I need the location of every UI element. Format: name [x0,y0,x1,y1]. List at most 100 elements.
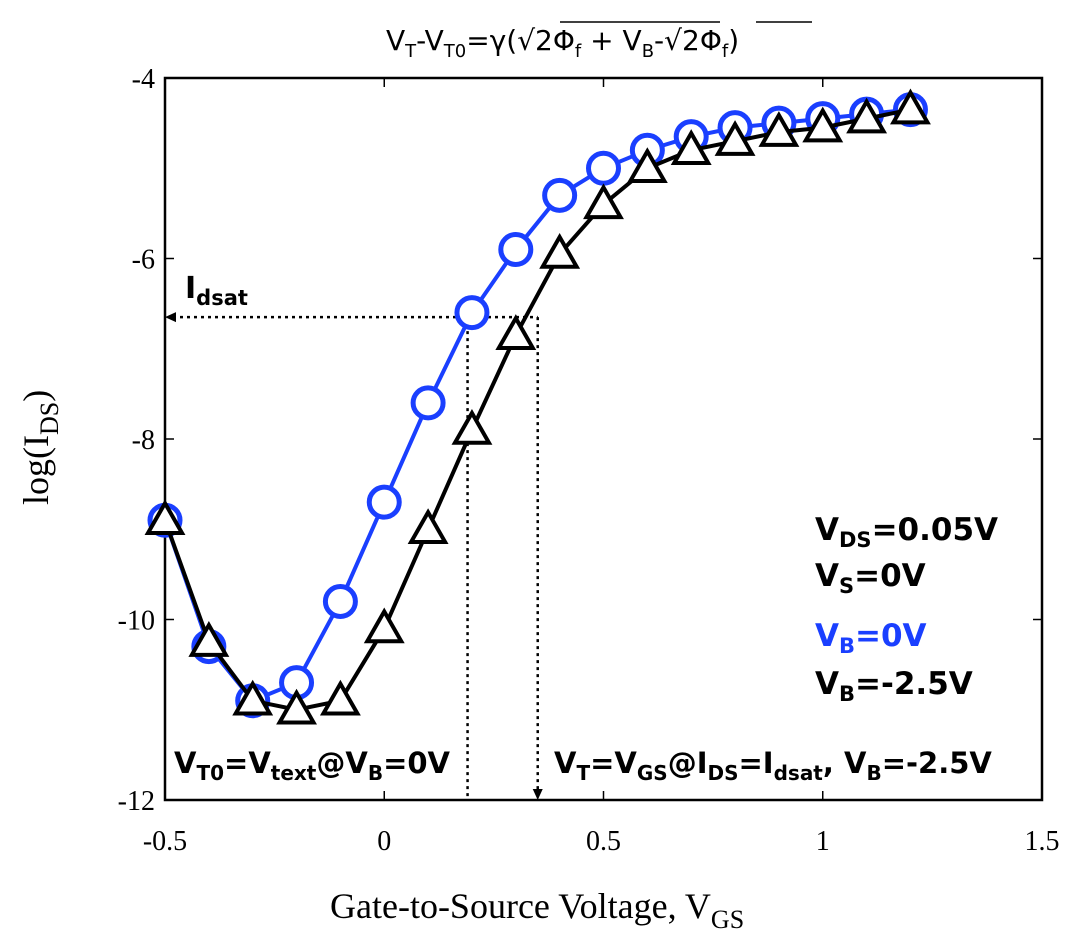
title-v1: V [386,24,405,57]
series-0-point-6 [410,385,446,421]
title-close: ) [728,24,739,57]
axis-ticks [164,77,1043,801]
legend-vs-sub: S [839,574,854,598]
y-axis-label-sub: DS [35,402,64,435]
y-axis-label-close: ) [16,390,56,402]
series-1-point-5 [363,607,405,644]
vt-arrow-head [532,789,543,800]
title-minus2: - [654,24,664,57]
title-sqrt2: √ [664,24,682,57]
data-series [144,88,931,725]
title-two1: 2 [535,24,553,57]
title-phi2: Φ [700,24,722,57]
legend-vds: VDS=0.05V [815,512,998,552]
x-axis-label: Gate-to-Source Voltage, VGS [330,886,744,934]
series-1-point-14 [758,111,800,147]
legend-vb0-sub: B [839,634,855,658]
vt-v1: V [554,746,577,780]
series-0-point-4 [322,583,358,619]
title-gamma: γ( [490,24,518,57]
vt-s4: dsat [774,761,824,785]
legend-vb0-main: V [815,618,839,654]
y-tick-label-4: -4 [132,64,155,95]
series-1-point-3 [276,688,317,725]
vt-s2: GS [637,761,668,785]
series-1-point-11 [626,147,668,183]
y-tick-label-2: -8 [132,425,155,456]
series-1-point-0 [144,499,186,535]
legend-vs-rest: =0V [854,558,926,594]
title-v2: V [425,24,444,57]
title-plus: + [581,24,622,57]
chart-title: VT-VT0=γ(√2Φf + VB-√2Φf) [386,21,812,62]
x-tick-label-0: -0.5 [143,826,187,857]
series-1-point-4 [319,679,361,716]
vt0-s2: text [271,761,317,785]
series-0-point-5 [366,484,402,520]
vt0-label: VT0=Vtext@VB=0V [174,746,451,785]
vt-m3: =I [739,746,774,780]
series-1-point-17 [890,88,931,125]
title-sub-f1: f [575,41,582,62]
series-1-point-2 [232,679,274,716]
vt0-m2: @V [316,746,368,780]
title-two2: 2 [682,24,700,57]
series-0-point-10 [586,150,621,186]
series-1-point-8 [495,314,537,350]
x-axis-label-sub: GS [711,905,744,934]
vt0-m3: =0V [383,746,450,780]
series-1-point-15 [802,106,844,143]
vt-label: VT=VGS@IDS=Idsat, VB=-2.5V [554,746,992,785]
series-0-point-9 [542,177,578,213]
x-tick-label-4: 1.5 [1025,826,1060,857]
title-sub-f2: f [722,41,729,62]
vt0-s1: T0 [196,761,224,785]
y-tick-label-1: -10 [118,606,155,637]
legend-vds-rest: =0.05V [872,512,998,548]
title-sqrt1: √ [517,24,535,57]
x-tick-label-3: 1 [816,826,830,857]
series-1 [144,88,931,725]
idsat-arrow-head [165,312,176,323]
legend-vs-main: V [815,558,839,594]
series-1-point-6 [407,508,449,544]
series-1-point-9 [539,232,581,269]
y-tick-label-3: -6 [132,245,155,276]
x-tick-labels: -0.5 0 0.5 1 1.5 [143,826,1060,857]
legend-vb25-main: V [815,666,839,702]
vt0-s3: B [368,761,383,785]
title-sub-t0: T0 [443,41,466,62]
legend-vb0: VB=0V [815,618,927,658]
y-tick-label-0: -12 [118,786,155,817]
legend: VDS=0.05V VS=0V VB=0V VB=-2.5V [815,512,998,706]
vt0-m1: =V [224,746,271,780]
x-axis-label-text: Gate-to-Source Voltage, V [330,886,711,926]
title-sub-b: B [642,41,654,62]
idsat-label: Idsat [185,271,248,310]
legend-vds-sub: DS [839,528,872,552]
x-tick-label-1: 0 [377,826,391,857]
vt-m2: @I [668,746,708,780]
legend-vds-main: V [815,512,839,548]
svg-text:VT-VT0=γ(√2Φf + VB-√2Φf): VT-VT0=γ(√2Φf + VB-√2Φf) [386,24,739,62]
series-1-point-1 [188,621,230,657]
vt-m5: =-2.5V [882,746,993,780]
series-1-point-13 [714,120,756,156]
series-1-point-16 [846,97,888,134]
y-axis-label-text: log(I [16,435,56,505]
idsat-sub: dsat [196,286,248,310]
vt-s1: T [576,761,590,785]
legend-vb25: VB=-2.5V [815,666,973,706]
title-v3: V [623,24,642,57]
legend-vs: VS=0V [815,558,926,598]
legend-vb0-rest: =0V [855,618,927,654]
vt-s3: DS [707,761,738,785]
x-tick-label-2: 0.5 [586,826,621,857]
y-axis-label: log(IDS) [16,390,64,505]
vt0-v1: V [174,746,197,780]
title-eq: = [466,24,489,57]
title-sub-t: T [404,41,417,62]
vt-m4: , V [823,746,867,780]
series-0-point-8 [498,231,534,267]
